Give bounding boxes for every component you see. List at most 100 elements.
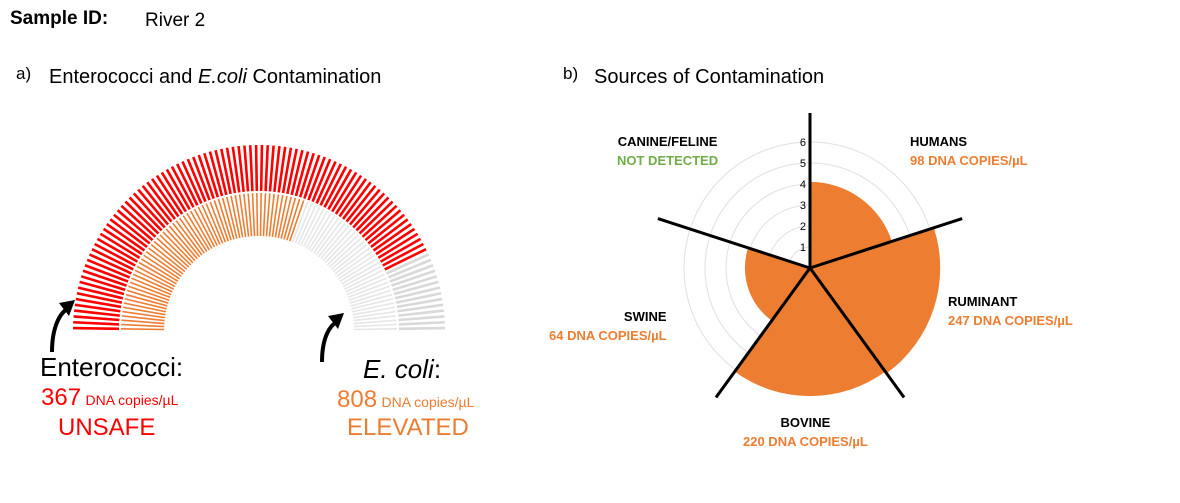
gauge-segment bbox=[332, 244, 368, 273]
gauge-segment bbox=[370, 218, 409, 248]
gauge-segment bbox=[395, 292, 442, 304]
gauge-segment bbox=[254, 145, 259, 192]
gauge-segment bbox=[382, 242, 424, 267]
category-name: BOVINE bbox=[780, 415, 831, 430]
gauge-segment bbox=[286, 198, 301, 241]
ecoli-name: E. coli bbox=[363, 354, 434, 384]
gauge-segment bbox=[352, 192, 386, 229]
gauge-segment bbox=[99, 232, 141, 259]
gauge-segment bbox=[203, 152, 220, 198]
gauge-segment bbox=[389, 264, 434, 283]
gauge-segment bbox=[181, 160, 203, 204]
radial-tick-label: 5 bbox=[800, 158, 806, 170]
gauge-segment bbox=[96, 237, 139, 263]
gauge-segment bbox=[94, 242, 136, 267]
radial-tick-label: 1 bbox=[800, 242, 806, 254]
ecoli-unit: DNA copies/µL bbox=[381, 394, 475, 410]
gauge-segment bbox=[281, 147, 293, 194]
gauge-segment bbox=[271, 194, 280, 238]
gauge-segment bbox=[162, 231, 194, 264]
gauge-segment bbox=[172, 222, 201, 258]
panel-a-title: Enterococci and E.coli Contamination bbox=[49, 66, 381, 89]
gauge-segment bbox=[153, 240, 188, 270]
panel-b-title: Sources of Contamination bbox=[594, 66, 825, 88]
gauge-segment bbox=[311, 158, 332, 203]
gauge-segment bbox=[73, 320, 120, 326]
gauge-segment bbox=[277, 146, 287, 193]
gauge-segment bbox=[238, 194, 247, 238]
gauge-segment bbox=[334, 247, 370, 275]
category-value: NOT DETECTED bbox=[617, 153, 719, 168]
gauge-segment bbox=[205, 203, 224, 244]
gauge-segment bbox=[353, 328, 397, 331]
gauge-segment bbox=[361, 204, 398, 238]
gauge-segment bbox=[396, 297, 443, 309]
category-name: RUMINANT bbox=[948, 294, 1018, 309]
label-ruminant: RUMINANT 247 DNA COPIES/µL bbox=[948, 292, 1073, 330]
category-value: 220 DNA COPIES/µL bbox=[743, 434, 868, 449]
gauge-segment bbox=[121, 323, 165, 328]
gauge-segment bbox=[268, 145, 275, 192]
gauge-segment bbox=[148, 247, 184, 275]
gauge-segment bbox=[265, 193, 271, 237]
panel-b-letter: b) bbox=[563, 64, 579, 83]
gauge-segment bbox=[312, 217, 340, 254]
gauge-segment bbox=[341, 261, 380, 285]
gauge-segment bbox=[350, 293, 393, 307]
gauge-segment bbox=[134, 269, 175, 290]
gauge-segment bbox=[247, 193, 253, 237]
gauge-segment bbox=[160, 171, 187, 213]
arrow-head-icon bbox=[59, 300, 75, 316]
gauge-segment bbox=[143, 254, 181, 280]
gauge-segment bbox=[121, 328, 165, 331]
gauge-segment bbox=[277, 195, 288, 239]
gauge-segment bbox=[322, 228, 353, 262]
gauge-segment bbox=[342, 265, 382, 288]
gauge-segment bbox=[132, 273, 173, 293]
gauge-segment bbox=[128, 285, 170, 301]
gauge-segment bbox=[393, 280, 439, 296]
gauge-segment bbox=[237, 145, 245, 192]
spoke-line bbox=[657, 217, 811, 270]
gauge-segment bbox=[197, 206, 218, 247]
gauge-segment bbox=[123, 302, 167, 313]
gauge-segment bbox=[398, 320, 445, 326]
gauge-segment bbox=[331, 171, 358, 213]
spoke-line bbox=[714, 267, 812, 399]
gauge-segment bbox=[116, 209, 154, 242]
label-bovine: BOVINE 220 DNA COPIES/µL bbox=[743, 413, 868, 451]
gauge-segment bbox=[137, 188, 170, 226]
gauge-segment bbox=[355, 196, 390, 232]
gauge-segment bbox=[125, 293, 168, 307]
category-name: CANINE/FELINE bbox=[617, 134, 718, 149]
gauge-segment bbox=[182, 215, 208, 253]
gauge-segment bbox=[73, 315, 120, 322]
enterococci-status: UNSAFE bbox=[58, 414, 156, 441]
spoke-line bbox=[809, 217, 963, 270]
gauge-segment bbox=[379, 237, 422, 263]
panel-a-letter: a) bbox=[16, 64, 32, 83]
gauge-segment bbox=[343, 269, 384, 290]
gauge-segment bbox=[345, 273, 386, 293]
gauge-segment bbox=[315, 220, 343, 256]
gauge-segment bbox=[209, 201, 227, 243]
gauge-segment bbox=[377, 232, 419, 259]
gauge-segment bbox=[150, 244, 186, 273]
gauge-segment bbox=[86, 258, 131, 279]
gauge-segment bbox=[386, 253, 430, 275]
gauge-segment bbox=[353, 319, 397, 325]
gauge-segment bbox=[345, 185, 377, 223]
gauge-segment bbox=[351, 298, 394, 310]
gauge-segment bbox=[375, 227, 416, 256]
gauge-segment bbox=[113, 213, 151, 245]
gauge-segment bbox=[82, 269, 127, 287]
gauge-segment bbox=[220, 148, 232, 195]
category-name: SWINE bbox=[623, 309, 667, 324]
gauge-segment bbox=[138, 261, 177, 285]
gauge-segment bbox=[289, 200, 305, 242]
gauge-segment bbox=[126, 289, 169, 304]
gauge-segment bbox=[121, 315, 165, 322]
gauge-segment bbox=[291, 201, 309, 243]
